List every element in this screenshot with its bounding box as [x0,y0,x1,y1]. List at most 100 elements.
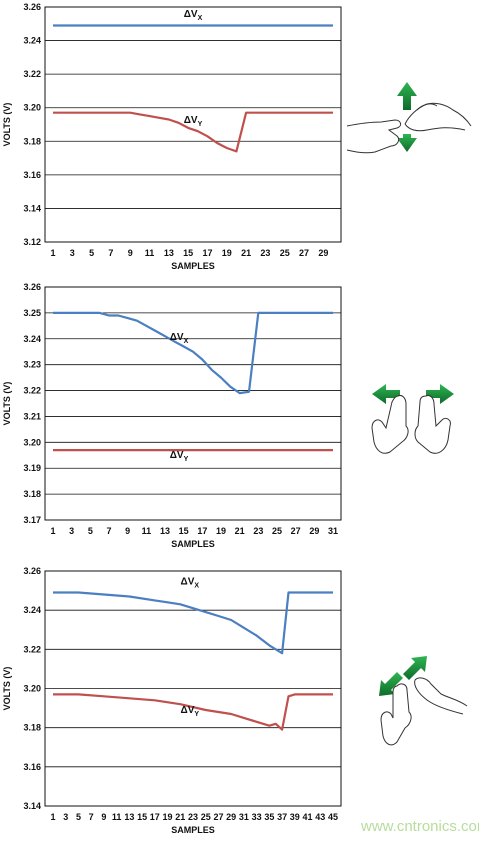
x-tick-label: 19 [216,526,226,536]
x-tick-label: 1 [50,812,55,822]
y-tick-label: 3.24 [23,36,41,46]
x-tick-label: 5 [89,248,94,258]
x-tick-label: 19 [222,248,232,258]
y-tick-label: 3.18 [23,136,41,146]
x-tick-label: 15 [179,526,189,536]
x-tick-label: 27 [213,812,223,822]
y-axis-label: VOLTS (V) [2,667,12,711]
x-tick-label: 23 [260,248,270,258]
y-tick-label: 3.20 [23,103,41,113]
series-label-dvx: ΔVX [184,9,203,22]
y-tick-label: 3.26 [23,2,41,12]
y-tick-label: 3.17 [23,515,41,525]
y-tick-label: 3.26 [23,566,41,576]
x-tick-label: 13 [164,248,174,258]
y-tick-label: 3.16 [23,170,41,180]
x-tick-label: 11 [112,812,122,822]
x-tick-label: 11 [145,248,155,258]
y-tick-label: 3.26 [23,282,41,292]
x-tick-label: 1 [50,248,55,258]
series-label-dvy: ΔVY [181,705,200,718]
x-tick-label: 29 [226,812,236,822]
x-tick-label: 23 [188,812,198,822]
x-tick-label: 7 [106,526,111,536]
y-tick-label: 3.24 [23,334,41,344]
x-tick-label: 7 [89,812,94,822]
x-tick-label: 25 [201,812,211,822]
x-tick-label: 13 [124,812,134,822]
y-tick-label: 3.14 [23,801,41,811]
x-tick-label: 21 [175,812,185,822]
x-tick-label: 9 [125,526,130,536]
series-label-dvx: ΔVX [170,332,189,345]
y-tick-label: 3.25 [23,308,41,318]
chart-1: 3.123.143.163.183.203.223.243.261 3 5 7 9 11 1… [2,2,342,271]
x-tick-label: 17 [150,812,160,822]
vertical-drag-gesture-icon [346,82,472,154]
horizontal-pinch-gesture-icon [371,384,454,454]
x-tick-label: 25 [280,248,290,258]
x-tick-label: 31 [328,526,338,536]
series-line-dvx [53,311,333,395]
x-tick-label: 17 [202,248,212,258]
x-axis-label: SAMPLES [171,825,215,835]
y-tick-label: 3.24 [23,605,41,615]
x-tick-label: 21 [235,526,245,536]
y-tick-label: 3.18 [23,723,41,733]
series-line-dvy [53,693,333,731]
x-axis-label: SAMPLES [171,261,215,271]
x-tick-label: 17 [197,526,207,536]
x-tick-label: 7 [108,248,113,258]
x-tick-label: 41 [303,812,313,822]
y-axis-label: VOLTS (V) [2,103,12,147]
series-label-dvy: ΔVY [170,450,189,463]
y-tick-label: 3.22 [23,644,41,654]
x-tick-label: 5 [76,812,81,822]
y-tick-label: 3.20 [23,437,41,447]
y-tick-label: 3.21 [23,411,41,421]
y-tick-label: 3.18 [23,489,41,499]
chart-2: 3.17 3.18 3.19 3.20 3.21 3.22 3.23 3.24 3.25 3.26… [2,282,342,549]
x-tick-label: 15 [137,812,147,822]
x-tick-label: 9 [128,248,133,258]
x-tick-label: 29 [309,526,319,536]
watermark-text: www.cntronics.com [361,818,479,835]
series-label-dvx: ΔVX [181,577,200,590]
y-tick-label: 3.20 [23,684,41,694]
x-tick-label: 37 [277,812,287,822]
y-tick-label: 3.22 [23,386,41,396]
x-tick-label: 27 [299,248,309,258]
plot-frame [44,286,342,521]
chart-3: 3.143.163.183.203.223.243.261 3 5 7 9 11 13 15 1… [2,566,342,835]
series-line-dvy [53,111,333,153]
y-tick-label: 3.22 [23,69,41,79]
y-tick-label: 3.14 [23,203,41,213]
x-tick-label: 31 [239,812,249,822]
y-tick-label: 3.19 [23,463,41,473]
x-tick-label: 35 [264,812,274,822]
series-line-dvx [53,591,333,655]
y-axis-label: VOLTS (V) [2,382,12,426]
series-label-dvy: ΔVY [184,115,203,128]
diagonal-pinch-gesture-icon [379,656,468,746]
x-tick-label: 27 [291,526,301,536]
x-tick-label: 11 [142,526,152,536]
x-tick-label: 13 [160,526,170,536]
x-tick-label: 25 [272,526,282,536]
x-tick-label: 15 [183,248,193,258]
x-tick-label: 45 [328,812,338,822]
y-tick-label: 3.16 [23,762,41,772]
y-tick-label: 3.12 [23,237,41,247]
x-tick-label: 43 [315,812,325,822]
x-tick-label: 5 [88,526,93,536]
x-tick-label: 29 [318,248,328,258]
x-tick-label: 3 [63,812,68,822]
x-tick-label: 3 [70,248,75,258]
x-tick-label: 39 [290,812,300,822]
x-tick-label: 33 [252,812,262,822]
y-tick-label: 3.23 [23,360,41,370]
x-tick-label: 9 [101,812,106,822]
x-tick-label: 21 [241,248,251,258]
x-tick-label: 23 [253,526,263,536]
